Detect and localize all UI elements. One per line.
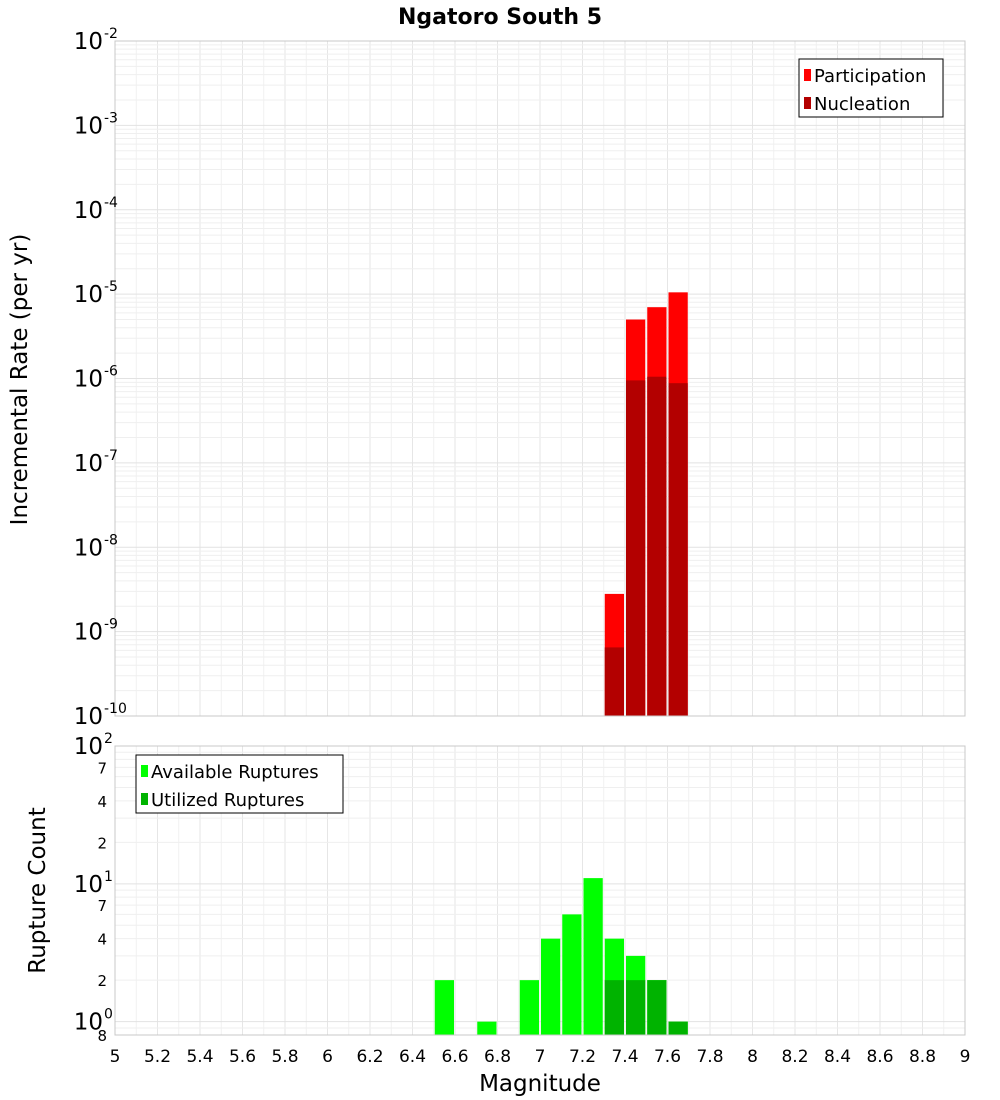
count-bar-secondary xyxy=(604,980,624,1035)
y-tick-exponent-count: 2 xyxy=(104,731,113,747)
y-tick-exponent-rate: -6 xyxy=(104,364,118,380)
y-tick-exponent-rate: -8 xyxy=(104,532,118,548)
y-minor-tick-label: 7 xyxy=(97,897,107,915)
y-tick-exponent-rate: -7 xyxy=(104,448,118,464)
rate-legend-entry: Nucleation xyxy=(814,94,910,115)
x-tick-label: 7 xyxy=(535,1047,546,1067)
x-tick-label: 7.6 xyxy=(654,1047,681,1067)
rate-bar-secondary xyxy=(668,383,688,716)
y-minor-tick-label: 4 xyxy=(97,931,107,949)
y-tick-label-rate: 10 xyxy=(74,282,103,308)
x-tick-label: 8 xyxy=(747,1047,758,1067)
bottom-legend: Available Ruptures Utilized Ruptures xyxy=(135,754,344,814)
x-tick-label: 5.2 xyxy=(144,1047,171,1067)
y-tick-label-rate: 10 xyxy=(74,367,103,393)
count-bar-primary xyxy=(541,938,561,1035)
top-panel-bars xyxy=(604,292,688,716)
top-legend: Participation Nucleation xyxy=(798,58,944,118)
x-tick-label: 5.8 xyxy=(271,1047,298,1067)
bottom-y-axis-label: Rupture Count xyxy=(25,807,51,973)
y-tick-exponent-rate: -2 xyxy=(104,26,118,42)
y-tick-exponent-rate: -9 xyxy=(104,617,118,633)
y-tick-label-rate: 10 xyxy=(74,451,103,477)
y-tick-label-rate: 10 xyxy=(74,29,103,55)
x-tick-label: 8.2 xyxy=(781,1047,808,1067)
x-tick-label: 5 xyxy=(110,1047,121,1067)
x-tick-label: 6.8 xyxy=(484,1047,511,1067)
x-axis-label: Magnitude xyxy=(479,1071,601,1097)
count-legend-swatch xyxy=(141,765,148,777)
y-tick-label-rate: 10 xyxy=(74,198,103,224)
x-tick-label: 7.4 xyxy=(611,1047,638,1067)
rate-bar-secondary xyxy=(647,376,667,716)
x-tick-label: 5.4 xyxy=(186,1047,213,1067)
rate-legend-box xyxy=(798,58,944,118)
count-bar-secondary xyxy=(668,1021,688,1035)
y-tick-label-rate: 10 xyxy=(74,113,103,139)
x-tick-label: 6.6 xyxy=(441,1047,468,1067)
count-bar-secondary xyxy=(647,980,667,1035)
rate-bar-secondary xyxy=(604,647,624,716)
x-tick-label: 7.8 xyxy=(696,1047,723,1067)
top-panel-grid xyxy=(114,40,966,717)
top-panel-frame xyxy=(114,40,966,717)
y-tick-exponent-rate: -3 xyxy=(104,110,118,126)
rate-legend-swatch xyxy=(804,69,811,81)
y-minor-tick-label: 2 xyxy=(97,972,107,990)
rate-legend-swatch xyxy=(804,97,811,109)
y-minor-tick-label: 7 xyxy=(97,759,107,777)
rate-legend-entry: Participation xyxy=(814,66,926,87)
x-tick-label: 8.8 xyxy=(909,1047,936,1067)
y-tick-label-rate: 10 xyxy=(74,620,103,646)
chart-title: Ngatoro South 5 xyxy=(398,5,602,30)
count-legend-swatch xyxy=(141,793,148,805)
count-bar-primary xyxy=(477,1021,497,1035)
y-tick-label-rate: 10 xyxy=(74,704,103,730)
y-tick-exponent-rate: -10 xyxy=(104,701,127,717)
count-legend-box xyxy=(135,754,344,814)
x-tick-label: 8.6 xyxy=(866,1047,893,1067)
x-tick-label: 8.4 xyxy=(824,1047,851,1067)
y-tick-label-rate: 10 xyxy=(74,535,103,561)
count-bar-secondary xyxy=(626,980,646,1035)
x-tick-label: 7.2 xyxy=(569,1047,596,1067)
bottom-panel-bars xyxy=(434,878,688,1035)
x-tick-label: 6.2 xyxy=(356,1047,383,1067)
count-bar-primary xyxy=(562,914,582,1035)
top-y-axis-label: Incremental Rate (per yr) xyxy=(7,234,33,526)
y-minor-tick-label: 2 xyxy=(97,834,107,852)
x-tick-label: 6.4 xyxy=(399,1047,426,1067)
rate-bar-secondary xyxy=(626,380,646,716)
count-bar-primary xyxy=(519,980,539,1035)
y-tick-exponent-rate: -5 xyxy=(104,279,118,295)
count-legend-entry: Utilized Ruptures xyxy=(151,790,304,811)
x-axis-ticks: 5 5.2 5.4 5.6 5.8 6 6.2 6.4 6.6 6.8 7 7.2 7.4 7.6 7.8 8… xyxy=(110,1047,971,1067)
count-legend-entry: Available Ruptures xyxy=(151,762,319,783)
y-minor-tick-label: 4 xyxy=(97,793,107,811)
x-tick-label: 9 xyxy=(960,1047,971,1067)
y-tick-label-count: 10 xyxy=(74,1010,103,1036)
y-tick-exponent-count: 1 xyxy=(104,869,113,885)
y-tick-exponent-rate: -4 xyxy=(104,195,118,211)
x-tick-label: 5.6 xyxy=(229,1047,256,1067)
y-minor-tick-label: 8 xyxy=(97,1027,107,1045)
x-tick-label: 6 xyxy=(322,1047,333,1067)
bottom-panel-frame xyxy=(114,745,966,1036)
count-bar-primary xyxy=(583,878,603,1035)
y-tick-label-count: 10 xyxy=(74,734,103,760)
y-tick-exponent-count: 0 xyxy=(104,1007,113,1023)
count-bar-primary xyxy=(434,980,454,1035)
y-tick-label-count: 10 xyxy=(74,872,103,898)
